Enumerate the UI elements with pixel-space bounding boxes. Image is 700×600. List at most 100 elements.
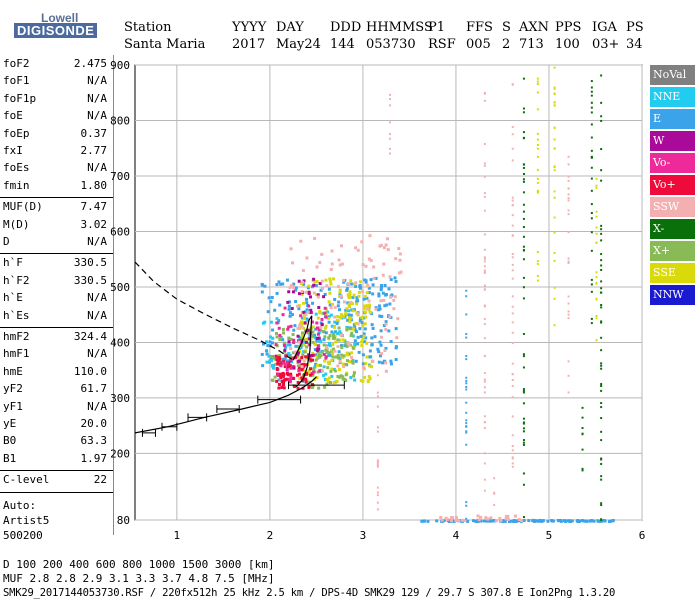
echo-point <box>360 344 364 348</box>
echo-point <box>291 333 295 337</box>
echo-point <box>355 299 359 303</box>
echo-point <box>378 244 382 248</box>
echo-point <box>330 324 334 328</box>
echo-point <box>340 262 344 266</box>
echo-point <box>382 246 386 250</box>
echo-point <box>392 307 396 311</box>
echo-point <box>288 354 292 358</box>
echo-point <box>559 519 563 523</box>
echo-point <box>329 268 333 272</box>
echo-point <box>600 169 603 172</box>
echo-point <box>341 338 345 342</box>
echo-point <box>310 320 314 324</box>
echo-point <box>274 332 278 336</box>
echo-point <box>344 308 348 312</box>
echo-point <box>313 333 317 337</box>
echo-point <box>483 175 486 178</box>
echo-point <box>368 377 372 381</box>
echo-point <box>522 210 525 213</box>
echo-point <box>261 364 265 368</box>
echo-point <box>536 147 539 150</box>
echo-point <box>483 380 486 383</box>
echo-point <box>356 248 360 252</box>
echo-point <box>522 472 525 475</box>
echo-point <box>292 341 296 345</box>
echo-point <box>283 306 287 310</box>
echo-point <box>302 341 306 345</box>
param-row: foEs N/A <box>0 161 113 178</box>
echo-point <box>494 519 498 523</box>
echo-point <box>275 321 279 325</box>
echo-point <box>511 341 514 344</box>
echo-point <box>364 315 368 319</box>
echo-point <box>345 307 349 311</box>
echo-point <box>536 181 539 184</box>
param-row: C-level 22 <box>0 473 113 490</box>
echo-point <box>388 137 391 140</box>
echo-point <box>327 320 331 324</box>
echo-point <box>273 375 277 379</box>
echo-point <box>348 360 352 364</box>
echo-point <box>534 519 538 523</box>
echo-point <box>372 265 376 269</box>
echo-point <box>328 291 332 295</box>
echo-point <box>511 83 514 86</box>
echo-point <box>522 421 525 424</box>
param-value: N/A <box>87 91 107 105</box>
echo-point <box>298 348 302 352</box>
echo-point <box>299 337 303 341</box>
echo-point <box>553 92 556 95</box>
echo-point <box>329 369 333 373</box>
echo-point <box>563 519 567 523</box>
echo-point <box>522 516 525 519</box>
echo-point <box>323 359 327 363</box>
echo-point <box>382 298 386 302</box>
echo-point <box>300 320 304 324</box>
echo-point <box>346 359 350 363</box>
echo-point <box>379 299 383 303</box>
echo-point <box>278 372 282 376</box>
echo-point <box>333 349 337 353</box>
echo-point <box>304 355 308 359</box>
echo-point <box>600 253 603 256</box>
header-label-ffs: FFS <box>466 20 493 35</box>
echo-point <box>338 375 342 379</box>
echo-point <box>307 368 311 372</box>
echo-point <box>553 190 556 193</box>
param-value: 2.77 <box>80 144 108 157</box>
echo-point <box>581 406 584 409</box>
echo-point <box>435 519 439 523</box>
echo-point <box>388 93 391 96</box>
y-tick-label: 80 <box>117 514 130 527</box>
echo-point <box>302 350 306 354</box>
echo-point <box>499 519 503 523</box>
echo-point <box>342 314 346 318</box>
param-label: MUF(D) <box>3 200 43 214</box>
echo-point <box>282 343 286 347</box>
echo-point <box>331 355 335 359</box>
echo-point <box>384 293 388 297</box>
echo-point <box>440 518 444 522</box>
echo-point <box>319 311 323 315</box>
echo-point <box>600 417 603 420</box>
echo-point <box>341 362 345 366</box>
echo-point <box>339 374 343 378</box>
echo-point <box>600 402 603 405</box>
echo-point <box>332 347 336 351</box>
echo-point <box>300 316 304 320</box>
echo-point <box>536 251 539 254</box>
echo-point <box>350 355 354 359</box>
echo-point <box>264 340 268 344</box>
echo-point <box>611 519 615 523</box>
echo-point <box>268 359 272 363</box>
echo-point <box>590 111 593 114</box>
param-row: h`F2 330.5 <box>0 274 113 291</box>
echo-point <box>483 284 486 287</box>
echo-point <box>590 156 593 159</box>
echo-point <box>279 282 283 286</box>
echo-point <box>365 341 369 345</box>
echo-point <box>361 290 365 294</box>
echo-point <box>295 373 299 377</box>
echo-point <box>511 415 514 418</box>
param-panel-divider <box>113 55 114 535</box>
